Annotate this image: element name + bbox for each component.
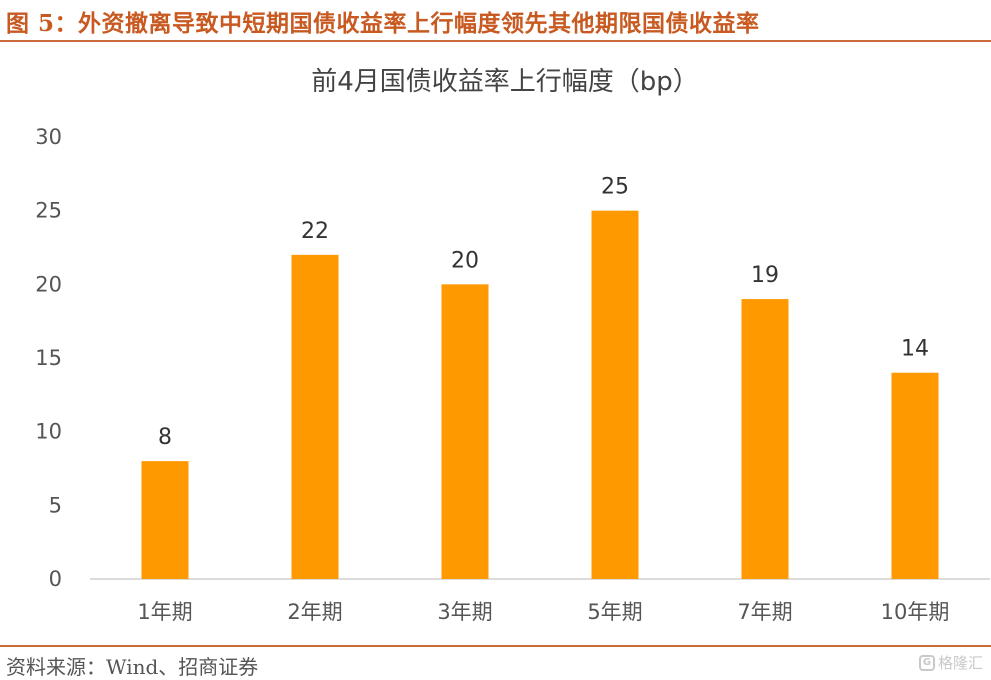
x-tick-label: 1年期 <box>137 600 192 624</box>
bar <box>291 254 339 579</box>
x-tick-label: 5年期 <box>587 600 642 624</box>
x-tick-label: 10年期 <box>881 600 950 624</box>
watermark-logo-icon: G <box>918 654 935 671</box>
bar <box>441 284 489 579</box>
y-tick-label: 10 <box>35 420 62 444</box>
bar <box>891 372 939 579</box>
bar-value-label: 8 <box>158 425 172 450</box>
bar-series: 8 22 20 25 19 14 <box>141 175 939 579</box>
x-axis: 1年期 2年期 3年期 5年期 7年期 10年期 <box>137 600 949 624</box>
watermark: G 格隆汇 <box>918 652 983 673</box>
y-tick-label: 15 <box>35 346 62 370</box>
bar-value-label: 20 <box>451 248 479 273</box>
x-tick-label: 2年期 <box>287 600 342 624</box>
x-tick-label: 3年期 <box>437 600 492 624</box>
y-tick-label: 5 <box>49 493 62 517</box>
bar-value-label: 22 <box>301 219 329 244</box>
title-divider <box>0 40 991 42</box>
figure-title: 图 5：外资撤离导致中短期国债收益率上行幅度领先其他期限国债收益率 <box>6 10 760 37</box>
bar-value-label: 19 <box>751 263 779 288</box>
bar-value-label: 14 <box>901 337 929 362</box>
source-note: 资料来源：Wind、招商证券 <box>6 655 259 679</box>
bar <box>741 299 789 579</box>
y-tick-label: 0 <box>49 567 62 591</box>
x-tick-label: 7年期 <box>737 600 792 624</box>
watermark-text: 格隆汇 <box>937 654 983 672</box>
y-tick-label: 25 <box>35 199 62 223</box>
footer-divider <box>0 645 991 647</box>
y-axis: 0 5 10 15 20 25 30 <box>35 125 62 591</box>
bar <box>591 210 639 579</box>
chart-title: 前4月国债收益率上行幅度（bp） <box>311 67 699 97</box>
bar <box>141 461 189 579</box>
bar-chart: 前4月国债收益率上行幅度（bp） 0 5 10 15 20 25 30 8 22 20 25 19 1… <box>35 67 990 624</box>
bar-value-label: 25 <box>601 175 629 200</box>
y-tick-label: 20 <box>35 272 62 296</box>
y-tick-label: 30 <box>35 125 62 149</box>
